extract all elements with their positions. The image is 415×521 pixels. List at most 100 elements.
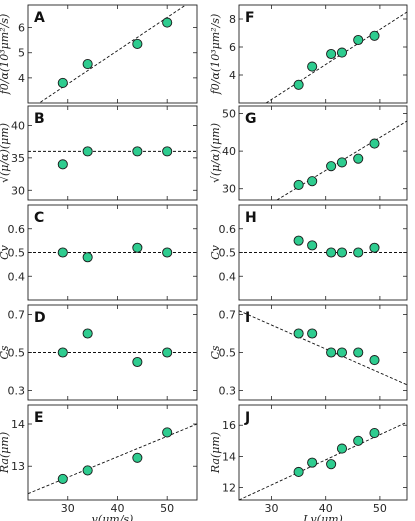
panel-letter-H: H (245, 210, 257, 226)
data-point-I-1 (307, 328, 318, 339)
y-tick-label-A-5: 5 (18, 47, 25, 60)
panel-G: 30 40 50 G √(μ/α)(μm) (209, 105, 408, 201)
x-tick-label-J-30: 30 (265, 502, 279, 515)
axes-frame-G (238, 105, 408, 201)
y-tick-label-D-0.5: 0.5 (8, 347, 26, 360)
axes-frame-F (238, 4, 408, 104)
data-point-A-1 (82, 59, 93, 70)
y-tick-label-I-0.3: 0.3 (219, 385, 237, 398)
y-tick-label-J-14: 14 (222, 450, 236, 463)
y-axis-label-I: Cs (209, 345, 222, 359)
y-tick-label-H-0.4: 0.4 (219, 270, 237, 283)
panel-B: 30 35 40 B √(μ/α)(μm) (0, 105, 198, 201)
y-tick-label-C-0.6: 0.6 (8, 223, 26, 236)
data-point-E-3 (162, 427, 173, 438)
panel-letter-F: F (245, 10, 255, 26)
data-point-A-2 (132, 38, 143, 49)
data-point-H-5 (369, 242, 380, 253)
y-axis-label-D: Cs (0, 345, 11, 359)
fit-line-J (239, 421, 407, 500)
data-point-C-2 (132, 242, 143, 253)
data-point-I-3 (336, 347, 348, 358)
x-axis-label-E: v(μm/s) (92, 513, 134, 521)
y-axis-label-H: Cv (209, 244, 222, 259)
y-axis-label-A: f0/α(10³μm²/s) (0, 14, 11, 96)
data-point-D-3 (162, 347, 173, 358)
y-tick-label-E-13: 13 (11, 460, 25, 473)
panel-E: 30 40 50 13 14 E Ra(μm) v(μm/s) (0, 404, 198, 521)
data-point-G-2 (326, 161, 337, 172)
y-tick-label-G-50: 50 (222, 108, 236, 121)
data-point-F-1 (307, 61, 318, 72)
x-tick-label-E-30: 30 (61, 502, 75, 515)
data-point-H-3 (336, 247, 348, 258)
panel-C: 0.4 0.5 0.6 C Cv (0, 204, 198, 301)
data-point-E-1 (82, 465, 93, 476)
y-tick-label-G-40: 40 (222, 145, 236, 158)
data-point-H-1 (307, 240, 318, 251)
data-point-G-4 (353, 153, 364, 164)
data-point-I-2 (326, 347, 337, 358)
panel-letter-J: J (244, 410, 250, 426)
y-tick-label-B-30: 30 (11, 184, 25, 197)
data-point-C-0 (57, 247, 68, 258)
data-point-C-1 (82, 252, 93, 263)
data-point-G-0 (293, 179, 304, 191)
y-tick-label-H-0.5: 0.5 (219, 247, 237, 260)
data-point-F-3 (336, 47, 348, 58)
data-point-H-0 (293, 235, 304, 246)
panel-letter-D: D (34, 310, 46, 326)
y-tick-label-A-6: 6 (18, 22, 25, 35)
y-tick-label-I-0.7: 0.7 (219, 309, 237, 322)
data-point-F-0 (293, 79, 304, 90)
y-axis-label-B: √(μ/α)(μm) (0, 123, 11, 183)
panel-J: 30 40 50 12 14 16 J Ra(μm) Lv(μm) (209, 404, 408, 521)
x-tick-label-E-40: 40 (110, 502, 124, 515)
data-point-E-2 (132, 452, 143, 463)
data-point-G-3 (336, 157, 348, 168)
y-axis-label-G: √(μ/α)(μm) (209, 123, 222, 183)
axes-frame-I (238, 304, 408, 401)
data-point-G-5 (369, 138, 380, 149)
data-point-G-1 (307, 176, 318, 187)
y-tick-label-D-0.3: 0.3 (8, 385, 26, 398)
y-axis-label-J: Ra(μm) (209, 432, 222, 474)
panel-letter-I: I (245, 310, 250, 326)
y-tick-label-B-40: 40 (11, 119, 25, 132)
y-axis-label-E: Ra(μm) (0, 432, 11, 474)
y-axis-label-C: Cv (0, 244, 11, 259)
data-point-J-5 (369, 427, 380, 439)
panel-F: 4 6 8 Ff0/α(10³μm²/s) (209, 4, 408, 104)
panel-I: 0.3 0.5 0.7 I Cs (209, 304, 408, 401)
data-point-B-2 (132, 146, 143, 157)
data-point-H-2 (326, 247, 337, 258)
y-tick-label-A-4: 4 (18, 72, 25, 85)
fit-line-I (239, 310, 407, 386)
data-point-I-5 (369, 355, 380, 366)
y-tick-label-C-0.5: 0.5 (8, 247, 26, 260)
axes-frame-E (27, 404, 198, 501)
y-tick-label-J-12: 12 (222, 482, 236, 495)
data-point-J-4 (353, 435, 364, 446)
data-point-F-5 (369, 30, 380, 41)
panel-D: 0.3 0.5 0.7 D Cs (0, 304, 198, 401)
x-tick-label-J-40: 40 (319, 502, 333, 515)
data-point-J-0 (293, 466, 304, 478)
y-tick-label-F-8: 8 (229, 13, 236, 26)
fit-line-F (265, 11, 407, 103)
axes-frame-B (27, 105, 198, 201)
panel-letter-E: E (34, 410, 44, 426)
x-axis-label-J: Lv(μm) (302, 513, 343, 521)
y-tick-label-E-14: 14 (11, 418, 25, 431)
panel-H: 0.4 0.5 0.6 H Cv (209, 204, 408, 301)
y-tick-label-I-0.5: 0.5 (219, 347, 237, 360)
y-tick-label-F-6: 6 (229, 41, 236, 54)
x-tick-label-E-50: 50 (160, 502, 174, 515)
y-tick-label-C-0.4: 0.4 (8, 270, 26, 283)
data-point-B-0 (57, 159, 68, 170)
y-tick-label-D-0.7: 0.7 (8, 309, 26, 322)
data-point-D-0 (57, 347, 68, 358)
panel-letter-G: G (245, 111, 257, 127)
data-point-F-2 (326, 48, 337, 60)
y-tick-label-G-30: 30 (222, 183, 236, 196)
